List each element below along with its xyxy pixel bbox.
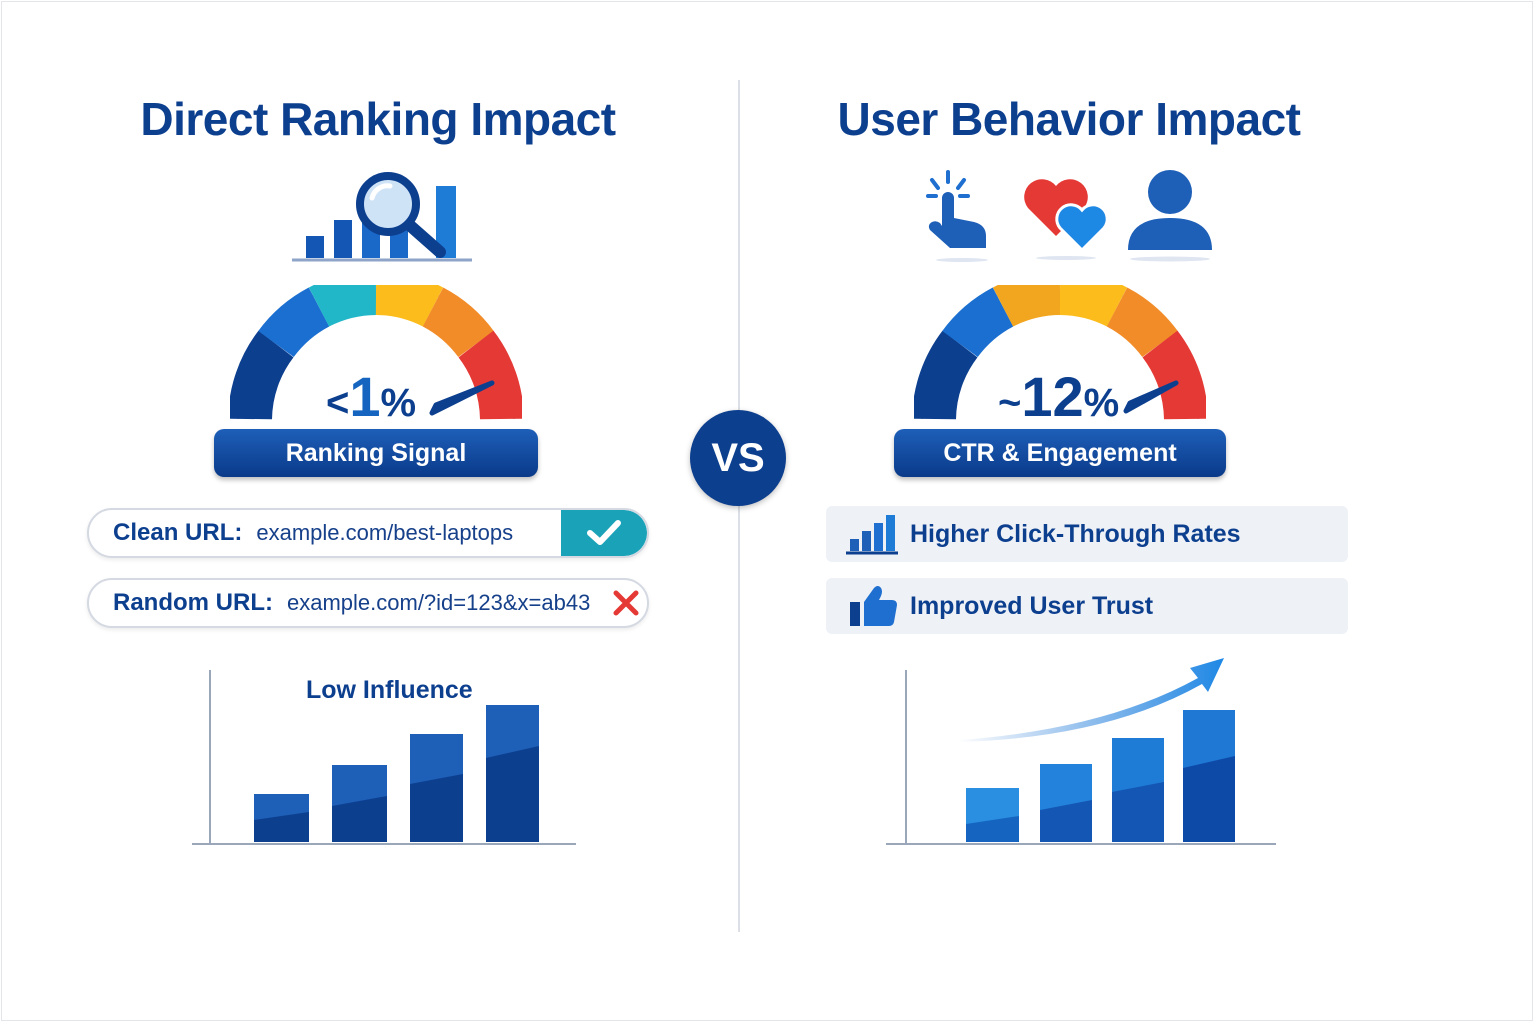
user-icon xyxy=(1128,170,1212,262)
growth-bar-4 xyxy=(1183,710,1235,842)
ranking-icon-bar-4 xyxy=(390,228,408,258)
ctr-gauge-value: ~12% xyxy=(998,364,1119,429)
low-influence-chart xyxy=(192,670,576,845)
ranking-search-icon xyxy=(292,172,472,262)
ranking-gauge-prefix: < xyxy=(326,381,350,425)
feature-user-trust: Improved User Trust xyxy=(826,578,1348,634)
growth-bar-3 xyxy=(1112,738,1164,842)
ctr-gauge-suffix: % xyxy=(1083,381,1120,425)
cross-icon xyxy=(613,590,639,616)
growth-arrow xyxy=(958,658,1224,742)
random-url-box: Random URL: example.com/?id=123&x=ab43 xyxy=(87,578,649,628)
vs-badge: VS xyxy=(690,410,786,506)
ranking-gauge-suffix: % xyxy=(380,381,417,425)
clean-url-check-tab xyxy=(561,510,647,556)
feature-user-trust-label: Improved User Trust xyxy=(910,591,1154,620)
thumbs-up-icon xyxy=(850,586,897,626)
ranking-icon-bar-2 xyxy=(334,220,352,258)
ranking-signal-label: Ranking Signal xyxy=(214,429,538,477)
low-chart-bar-1 xyxy=(254,794,309,842)
low-influence-caption: Low Influence xyxy=(306,676,473,704)
clean-url-label: Clean URL: xyxy=(113,519,243,546)
ctr-gauge-number: 12 xyxy=(1021,365,1084,428)
hearts-icon xyxy=(1024,179,1109,260)
growth-chart xyxy=(886,658,1276,845)
ranking-icon-bar-5 xyxy=(436,186,456,258)
bar-chart-icon xyxy=(846,515,898,555)
ranking-gauge-value: <1% xyxy=(326,364,416,429)
ranking-gauge-needle xyxy=(429,380,495,416)
low-chart-bar-2 xyxy=(332,765,387,842)
ranking-gauge-number: 1 xyxy=(349,365,381,428)
click-hand-icon xyxy=(926,170,988,262)
growth-bar-2 xyxy=(1040,764,1092,842)
ranking-gauge xyxy=(230,285,522,421)
right-title: User Behavior Impact xyxy=(837,93,1301,145)
random-url-value: example.com/?id=123&x=ab43 xyxy=(286,590,591,615)
clean-url-box: Clean URL: example.com/best-laptops xyxy=(87,508,649,558)
random-url-label: Random URL: xyxy=(113,589,273,616)
feature-higher-ctr-label: Higher Click-Through Rates xyxy=(910,519,1241,548)
check-icon xyxy=(587,520,621,545)
left-title: Direct Ranking Impact xyxy=(140,93,616,145)
ctr-engagement-label: CTR & Engagement xyxy=(894,429,1226,477)
center-divider xyxy=(738,80,740,932)
clean-url-value: example.com/best-laptops xyxy=(256,520,514,545)
low-chart-bar-3 xyxy=(410,734,463,842)
growth-bar-1 xyxy=(966,788,1019,842)
ranking-icon-bar-1 xyxy=(306,236,324,258)
ctr-gauge-needle xyxy=(1123,380,1179,414)
feature-higher-ctr: Higher Click-Through Rates xyxy=(826,506,1348,562)
ctr-gauge xyxy=(914,285,1206,421)
ctr-gauge-prefix: ~ xyxy=(998,381,1022,425)
low-chart-bar-4 xyxy=(486,705,539,842)
